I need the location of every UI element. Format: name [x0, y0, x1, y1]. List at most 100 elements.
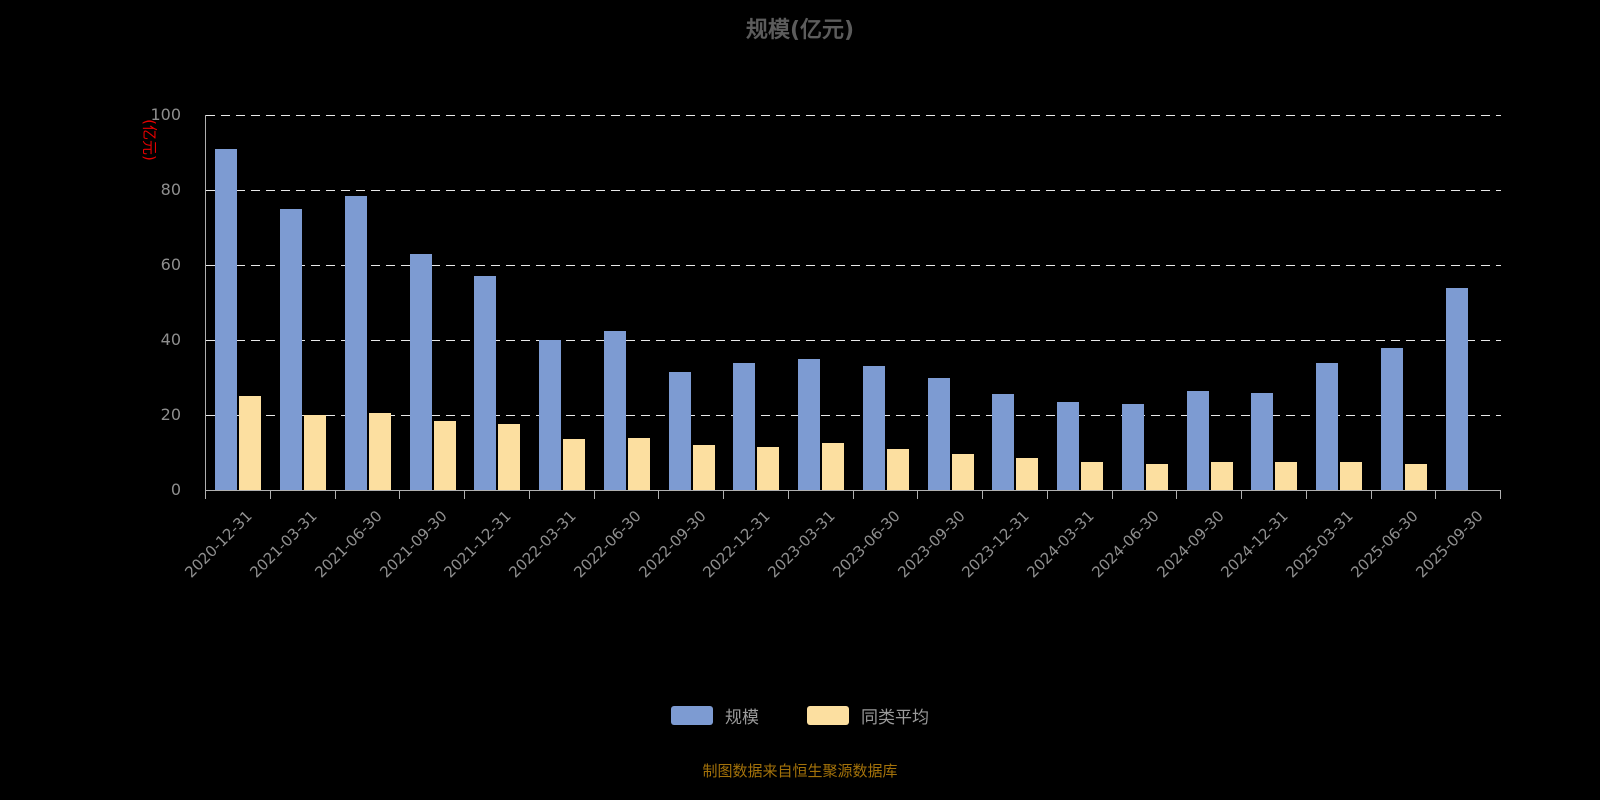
bar-scale-2024-03-31[interactable]: [1057, 401, 1080, 490]
x-axis-tick: [723, 491, 724, 499]
y-tick-label-100: 100: [150, 105, 181, 124]
bar-scale-2023-06-30[interactable]: [862, 366, 885, 490]
bar-scale-2025-03-31[interactable]: [1316, 362, 1339, 490]
x-axis-tick: [1046, 491, 1048, 499]
y-tick-label-40: 40: [160, 330, 181, 349]
legend-label-scale: 规模: [725, 708, 759, 728]
bar-peer-average-2024-12-31[interactable]: [1275, 461, 1298, 490]
x-tick-label-2021-06-30: 2021-06-30: [311, 507, 386, 582]
gridline-20: [206, 415, 1501, 416]
gridline-80: [206, 190, 1501, 191]
x-axis-tick: [982, 491, 983, 499]
x-tick-label-2025-03-31: 2025-03-31: [1282, 507, 1357, 582]
bar-peer-average-2024-06-30[interactable]: [1145, 463, 1168, 490]
y-tick-label-20: 20: [160, 405, 181, 424]
x-axis-tick: [205, 491, 206, 499]
bar-peer-average-2023-09-30[interactable]: [951, 454, 974, 490]
bar-scale-2020-12-31[interactable]: [215, 148, 238, 490]
bar-peer-average-2021-06-30[interactable]: [368, 413, 391, 490]
bar-peer-average-2024-03-31[interactable]: [1081, 461, 1104, 490]
bar-peer-average-2022-03-31[interactable]: [563, 439, 586, 490]
bar-scale-2022-09-30[interactable]: [668, 371, 691, 490]
bar-scale-2022-03-31[interactable]: [539, 340, 562, 490]
x-axis-tick: [334, 491, 336, 499]
legend-swatch-scale: [671, 706, 713, 725]
x-axis-tick: [1500, 491, 1501, 499]
y-axis-tick-labels: 0 20 40 60 80 100: [0, 105, 193, 499]
bar-peer-average-2024-09-30[interactable]: [1210, 461, 1233, 490]
y-tick-label-0: 0: [170, 480, 181, 499]
x-tick-label-2022-03-31: 2022-03-31: [505, 507, 580, 582]
y-tick-label-60: 60: [160, 255, 181, 274]
x-axis-tick: [464, 491, 465, 499]
x-tick-label-2022-06-30: 2022-06-30: [570, 507, 645, 582]
x-axis-tick: [1111, 491, 1113, 499]
bar-scale-2022-06-30[interactable]: [603, 330, 626, 490]
x-axis-tick: [1435, 491, 1437, 499]
bar-peer-average-2021-09-30[interactable]: [433, 420, 456, 490]
legend-label-peer-average: 同类平均: [861, 708, 929, 728]
bar-scale-2024-12-31[interactable]: [1251, 392, 1274, 490]
x-axis-tick: [593, 491, 595, 499]
x-tick-label-2022-09-30: 2022-09-30: [634, 507, 710, 582]
legend-swatch-peer-average: [807, 706, 849, 725]
bar-scale-2021-12-31[interactable]: [474, 276, 497, 490]
bar-peer-average-2023-06-30[interactable]: [886, 448, 909, 490]
plot-area: [205, 115, 1501, 491]
x-axis-tick: [1176, 491, 1178, 499]
bar-scale-2021-03-31[interactable]: [280, 208, 303, 490]
legend: 规模 同类平均: [0, 703, 1600, 728]
bar-scale-2023-03-31[interactable]: [798, 358, 821, 490]
x-tick-label-2021-03-31: 2021-03-31: [246, 507, 321, 582]
bar-peer-average-2023-03-31[interactable]: [822, 443, 845, 490]
bar-peer-average-2022-09-30[interactable]: [692, 445, 715, 490]
x-tick-label-2025-09-30: 2025-09-30: [1411, 507, 1487, 582]
bar-peer-average-2025-06-30[interactable]: [1404, 463, 1427, 490]
bar-peer-average-2023-12-31[interactable]: [1016, 458, 1039, 490]
x-tick-label-2023-03-31: 2023-03-31: [764, 507, 839, 582]
bar-peer-average-2021-12-31[interactable]: [498, 424, 521, 490]
x-axis-tick: [399, 491, 401, 499]
bar-scale-2023-09-30[interactable]: [927, 377, 950, 490]
gridline-100: [206, 115, 1501, 116]
x-tick-label-2021-12-31: 2021-12-31: [440, 507, 516, 582]
bar-peer-average-2021-03-31[interactable]: [304, 415, 327, 490]
bar-peer-average-2022-06-30[interactable]: [627, 437, 650, 490]
bar-scale-2022-12-31[interactable]: [733, 362, 756, 490]
x-axis-tick: [787, 491, 789, 499]
bar-scale-2025-06-30[interactable]: [1380, 347, 1403, 490]
bar-scale-2021-06-30[interactable]: [344, 195, 367, 490]
x-tick-label-2024-03-31: 2024-03-31: [1023, 507, 1098, 582]
x-axis-tick: [1305, 491, 1307, 499]
legend-item-peer-average[interactable]: 同类平均: [807, 703, 929, 728]
x-tick-label-2024-06-30: 2024-06-30: [1088, 507, 1163, 582]
x-axis-tick: [852, 491, 854, 499]
x-tick-label-2025-06-30: 2025-06-30: [1347, 507, 1422, 582]
x-tick-label-2020-12-31: 2020-12-31: [181, 507, 257, 582]
x-tick-label-2022-12-31: 2022-12-31: [699, 507, 775, 582]
bar-scale-2025-09-30[interactable]: [1445, 287, 1468, 490]
bar-scale-2023-12-31[interactable]: [992, 394, 1015, 490]
x-tick-label-2024-09-30: 2024-09-30: [1152, 507, 1228, 582]
bar-scale-2024-09-30[interactable]: [1186, 390, 1209, 490]
x-axis-tick: [1241, 491, 1242, 499]
x-axis-tick: [658, 491, 660, 499]
bar-scale-2021-09-30[interactable]: [409, 253, 432, 490]
x-axis-tick-labels: 2020-12-31 2021-03-31 2021-06-30 2021-09-30…: [182, 491, 1501, 631]
data-source-note: 制图数据来自恒生聚源数据库: [702, 762, 898, 780]
x-axis-tick: [917, 491, 919, 499]
gridline-40: [206, 340, 1501, 341]
x-axis-tick: [269, 491, 271, 499]
bar-scale-2024-06-30[interactable]: [1121, 403, 1144, 490]
legend-item-scale[interactable]: 规模: [671, 703, 759, 728]
x-tick-label-2023-09-30: 2023-09-30: [893, 507, 969, 582]
x-tick-label-2021-09-30: 2021-09-30: [375, 507, 451, 582]
x-tick-label-2023-06-30: 2023-06-30: [829, 507, 904, 582]
x-axis-tick: [1370, 491, 1372, 499]
bar-peer-average-2022-12-31[interactable]: [757, 446, 780, 490]
x-tick-label-2024-12-31: 2024-12-31: [1217, 507, 1293, 582]
bar-peer-average-2025-03-31[interactable]: [1340, 461, 1363, 490]
x-tick-label-2023-12-31: 2023-12-31: [958, 507, 1034, 582]
bar-peer-average-2020-12-31[interactable]: [239, 396, 262, 490]
y-tick-label-80: 80: [160, 180, 181, 199]
